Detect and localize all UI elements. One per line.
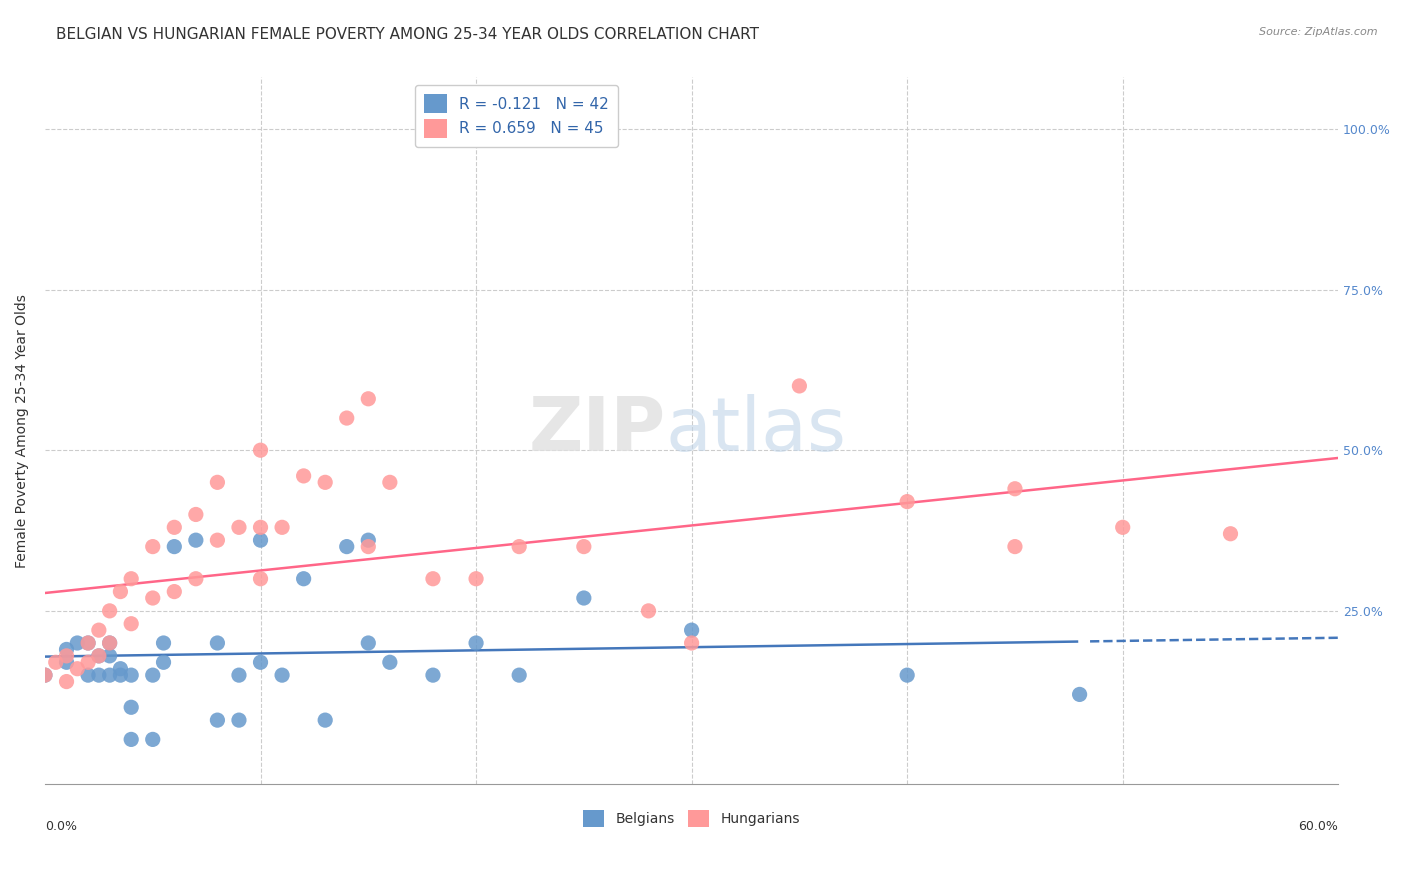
Point (207, 713, 229, 727)
Point (357, 392, 380, 406)
Point (34, 668, 56, 682)
Point (1004, 482, 1026, 496)
Y-axis label: Female Poverty Among 25-34 Year Olds: Female Poverty Among 25-34 Year Olds (15, 294, 30, 568)
Legend: Belgians, Hungarians: Belgians, Hungarians (576, 803, 807, 834)
Point (120, 700, 142, 714)
Point (228, 520, 250, 534)
Point (378, 475, 401, 490)
Point (55, 655, 77, 669)
Point (357, 540, 380, 554)
Point (98, 604, 121, 618)
Point (508, 668, 530, 682)
Point (207, 475, 229, 490)
Point (120, 572, 142, 586)
Point (422, 668, 444, 682)
Point (55, 642, 77, 657)
Point (142, 668, 165, 682)
Point (77, 668, 100, 682)
Point (163, 540, 186, 554)
Point (271, 520, 294, 534)
Point (184, 508, 207, 522)
Point (465, 572, 488, 586)
Point (152, 636, 174, 650)
Point (228, 713, 250, 727)
Point (228, 668, 250, 682)
Point (87, 623, 110, 637)
Point (98, 648, 121, 663)
Point (34, 668, 56, 682)
Point (120, 668, 142, 682)
Point (77, 636, 100, 650)
Point (120, 616, 142, 631)
Point (336, 411, 359, 425)
Text: atlas: atlas (666, 394, 846, 467)
Point (184, 572, 207, 586)
Point (87, 668, 110, 682)
Point (314, 713, 336, 727)
Point (249, 655, 271, 669)
Point (66, 636, 89, 650)
Point (681, 636, 703, 650)
Point (249, 533, 271, 548)
Point (422, 572, 444, 586)
Point (357, 533, 380, 548)
Point (896, 668, 918, 682)
Point (98, 668, 121, 682)
Point (142, 591, 165, 605)
Point (1112, 520, 1135, 534)
Point (896, 494, 918, 508)
Point (789, 379, 811, 393)
Point (1219, 526, 1241, 541)
Point (142, 540, 165, 554)
Point (110, 662, 132, 676)
Point (465, 636, 488, 650)
Point (336, 540, 359, 554)
Point (163, 584, 186, 599)
Point (55, 674, 77, 689)
Point (292, 469, 315, 483)
Point (271, 668, 294, 682)
Point (142, 732, 165, 747)
Point (120, 732, 142, 747)
Point (87, 648, 110, 663)
Point (77, 636, 100, 650)
Point (378, 655, 401, 669)
Point (98, 636, 121, 650)
Point (55, 648, 77, 663)
Point (681, 623, 703, 637)
Point (357, 636, 380, 650)
Point (314, 475, 336, 490)
Point (1069, 687, 1091, 701)
Point (110, 668, 132, 682)
Point (77, 655, 100, 669)
Text: 60.0%: 60.0% (1298, 820, 1339, 833)
Point (87, 648, 110, 663)
Point (572, 540, 595, 554)
Point (45, 655, 67, 669)
Point (249, 443, 271, 458)
Point (207, 533, 229, 548)
Point (207, 636, 229, 650)
Text: Source: ZipAtlas.com: Source: ZipAtlas.com (1260, 27, 1378, 37)
Point (66, 662, 89, 676)
Text: BELGIAN VS HUNGARIAN FEMALE POVERTY AMONG 25-34 YEAR OLDS CORRELATION CHART: BELGIAN VS HUNGARIAN FEMALE POVERTY AMON… (56, 27, 759, 42)
Point (163, 520, 186, 534)
Point (637, 604, 659, 618)
Point (249, 520, 271, 534)
Point (152, 655, 174, 669)
Text: 0.0%: 0.0% (45, 820, 77, 833)
Point (1004, 540, 1026, 554)
Point (184, 533, 207, 548)
Point (508, 540, 530, 554)
Point (98, 636, 121, 650)
Text: ZIP: ZIP (529, 394, 666, 467)
Point (572, 591, 595, 605)
Point (249, 572, 271, 586)
Point (110, 584, 132, 599)
Point (292, 572, 315, 586)
